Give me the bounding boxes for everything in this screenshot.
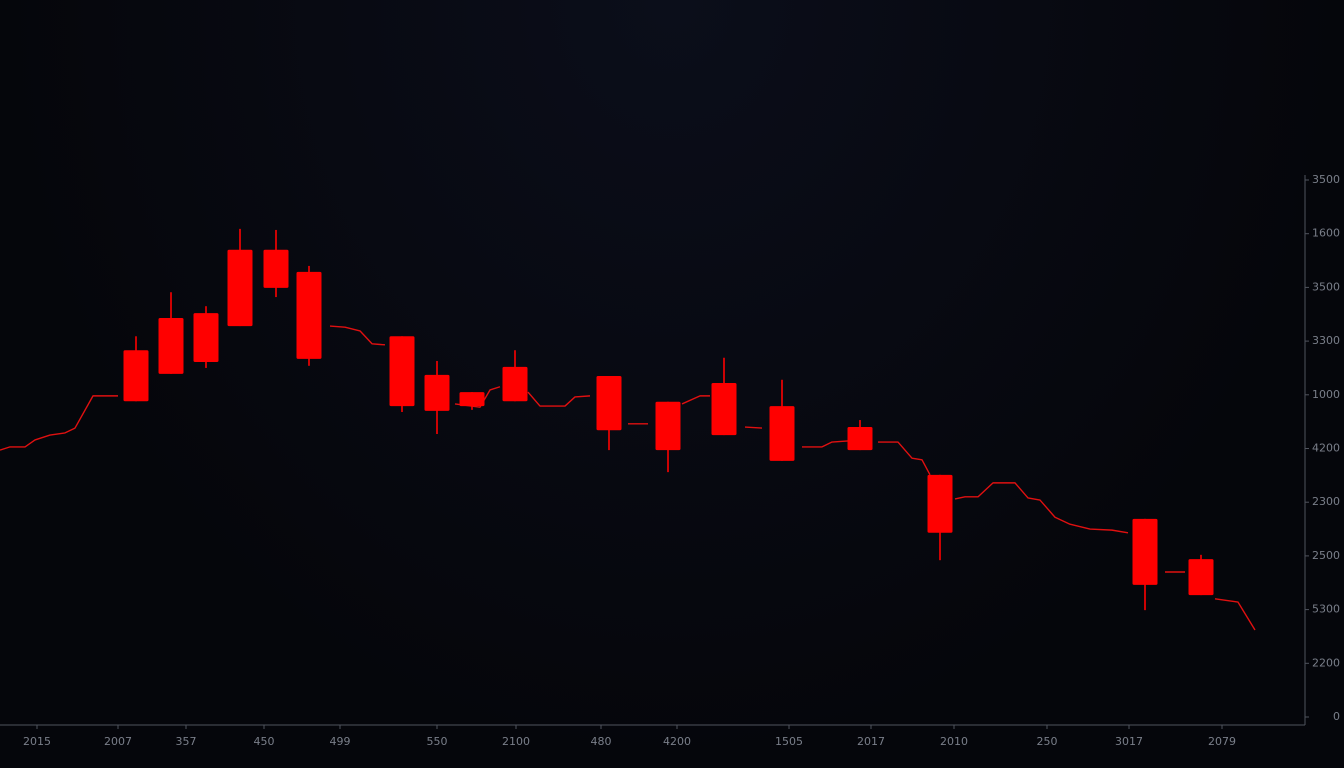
x-tick-label: 2010 (940, 735, 968, 748)
x-tick-label: 499 (330, 735, 351, 748)
candle-body (158, 318, 184, 374)
y-tick-label: 1600 (1312, 227, 1340, 240)
x-tick-label: 3017 (1115, 735, 1143, 748)
y-tick-label: 2500 (1312, 549, 1340, 562)
candle-body (389, 336, 415, 407)
x-tick-label: 550 (427, 735, 448, 748)
candle-body (123, 350, 149, 402)
x-tick-label: 2100 (502, 735, 530, 748)
candle-body (459, 392, 485, 407)
x-tick-label: 1505 (775, 735, 803, 748)
y-tick-label: 2200 (1312, 656, 1340, 669)
candle-body (769, 406, 795, 461)
candle-body (263, 249, 289, 288)
candle-body (1132, 518, 1158, 585)
x-tick-label: 250 (1037, 735, 1058, 748)
candle-body (655, 401, 681, 451)
x-tick-label: 2017 (857, 735, 885, 748)
candle-body (424, 374, 450, 411)
y-tick-label: 5300 (1312, 603, 1340, 616)
candle-body (502, 366, 528, 402)
x-tick-label: 480 (591, 735, 612, 748)
y-tick-label: 3500 (1312, 173, 1340, 186)
y-tick-label: 3500 (1312, 280, 1340, 293)
candle-body (927, 474, 953, 533)
y-tick-label: 1000 (1312, 388, 1340, 401)
x-tick-label: 450 (254, 735, 275, 748)
candle-body (1188, 559, 1214, 596)
x-tick-label: 357 (176, 735, 197, 748)
candle-body (596, 376, 622, 431)
candle-body (847, 427, 873, 451)
y-tick-label: 4200 (1312, 442, 1340, 455)
candle-body (711, 382, 737, 436)
x-tick-label: 2015 (23, 735, 51, 748)
y-tick-label: 2300 (1312, 495, 1340, 508)
candle-body (227, 249, 253, 327)
x-tick-label: 4200 (663, 735, 691, 748)
price-line (0, 325, 1256, 631)
y-tick-label: 3300 (1312, 334, 1340, 347)
x-tick-label: 2007 (104, 735, 132, 748)
x-tick-label: 2079 (1208, 735, 1236, 748)
candle-body (296, 271, 322, 359)
y-tick-label: 0 (1333, 710, 1340, 723)
candle-body (193, 313, 219, 363)
